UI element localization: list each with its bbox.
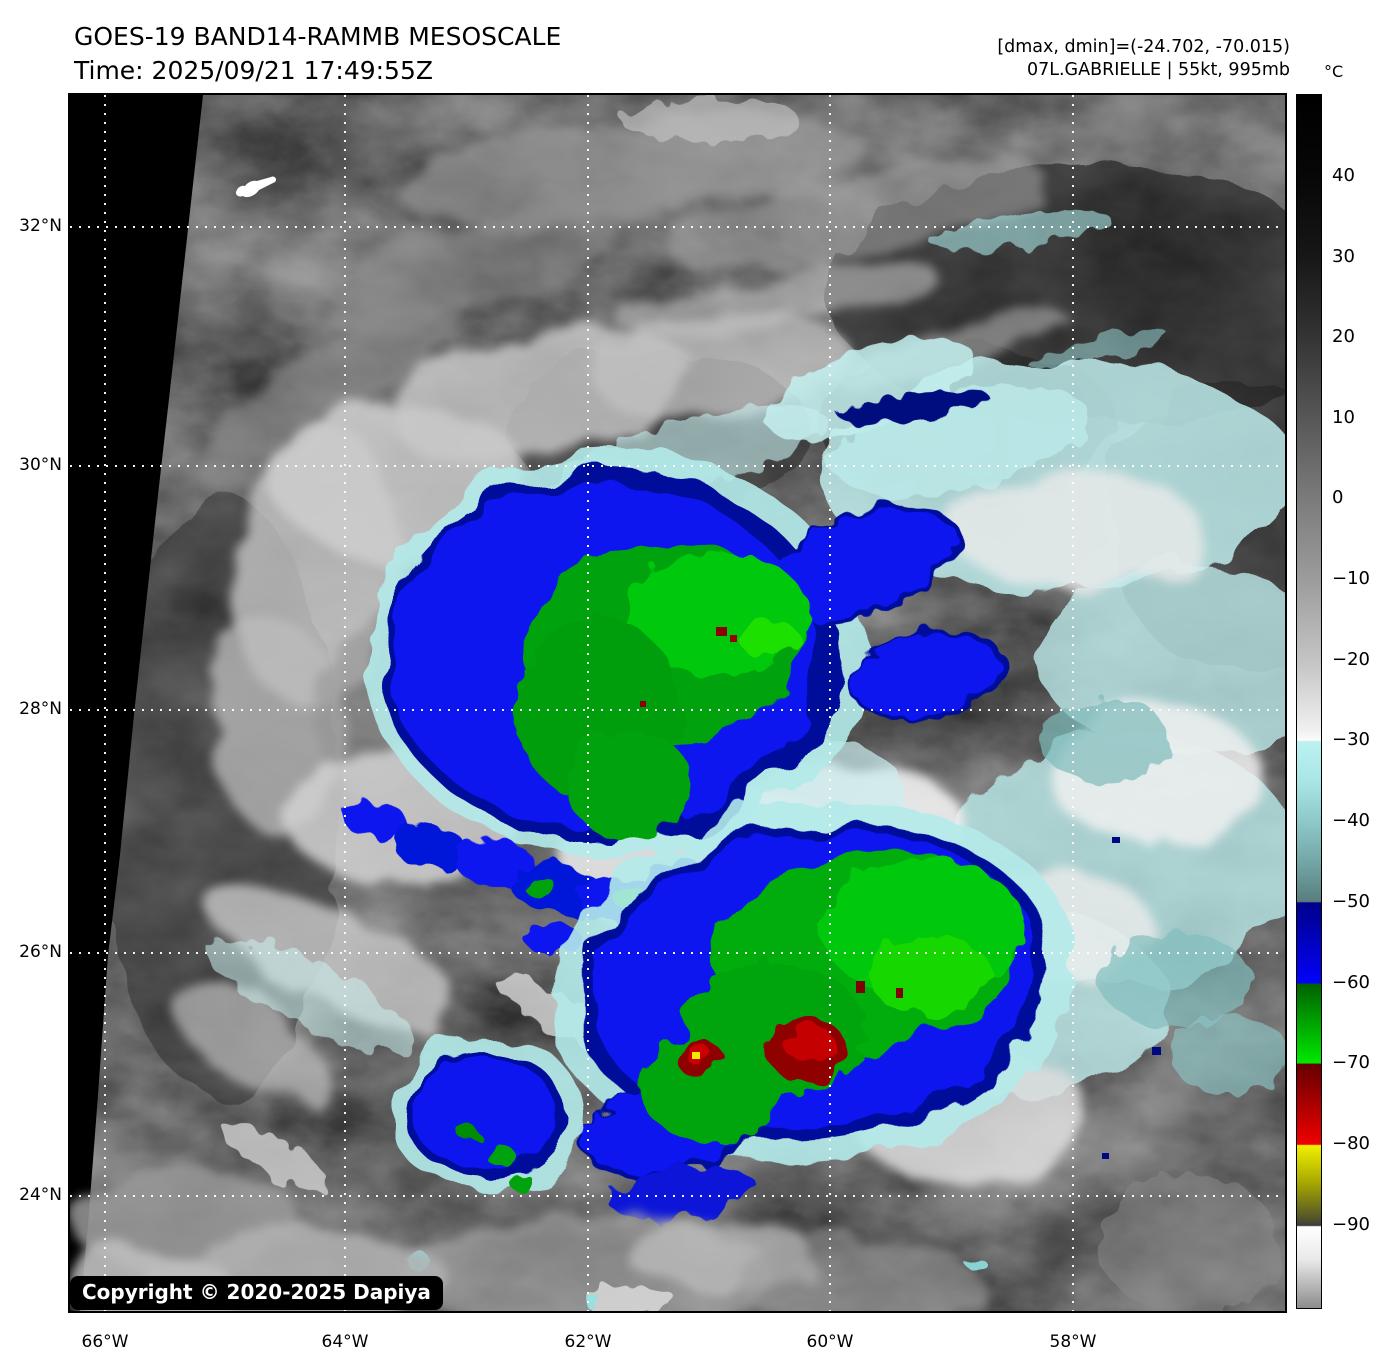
colorbar-tick-label: −70 [1332,1052,1370,1074]
cloud-blob [610,1165,754,1221]
cloud-blob [401,114,859,226]
lon-tick-label: 64°W [321,1332,369,1352]
cold-pixel [640,701,646,707]
cloud-blob [965,1256,985,1270]
temperature-colorbar [1296,94,1322,1309]
colorbar-tick-label: 30 [1332,246,1355,268]
lat-tick-label: 32°N [19,216,62,236]
cold-pixel [1112,837,1120,843]
cloud-blob [413,1057,557,1171]
colorbar-tick-label: 20 [1332,325,1355,347]
cloud-blob [327,192,653,328]
colorbar-tick-label: 40 [1332,164,1355,186]
cold-pixel [716,627,727,636]
colorbar-tick-label: −10 [1332,567,1370,589]
cloud-blob [740,621,800,659]
cloud-blob [487,1147,517,1167]
cold-pixel [1152,1047,1161,1055]
lon-tick-label: 62°W [564,1332,612,1352]
off-scan-wedge [70,95,203,1311]
lat-tick-label: 24°N [19,1185,62,1205]
colorbar-unit-label: °C [1324,62,1344,81]
cloud-blob [583,1295,601,1307]
cold-pixel [692,1052,700,1059]
colorbar-tick-label: 0 [1332,487,1344,509]
cloud-blob [458,1125,478,1141]
cold-pixel [896,988,903,998]
copyright-badge: Copyright © 2020-2025 Dapiya [70,1276,443,1310]
cold-pixel [856,981,865,993]
cloud-blob [205,884,455,1026]
colorbar-tick-label: −40 [1332,809,1370,831]
cloud-blob [1100,932,1250,1028]
cloud-blob [1170,1015,1285,1095]
cloud-blob [1100,1175,1280,1311]
cloud-blob [585,1282,675,1311]
cloud-blob [673,158,1047,272]
cloud-blob [194,302,446,488]
cloud-blob [770,508,950,622]
cloud-blob [850,633,1000,717]
dmax-dmin-readout: [dmax, dmin]=(-24.702, -70.015) [997,37,1290,57]
colorbar-tick-label: −20 [1332,648,1370,670]
satellite-image [70,95,1285,1311]
cloud-blob [392,825,468,869]
colorbar-tick-label: −80 [1332,1132,1370,1154]
cloud-blob [524,877,556,897]
lon-tick-label: 58°W [1049,1332,1097,1352]
satellite-map-frame [68,93,1287,1313]
colorbar-tick-label: −90 [1332,1214,1370,1235]
cold-pixel [730,635,737,642]
cloud-blob [840,389,990,425]
cold-pixel [1102,1153,1109,1159]
lon-tick-label: 60°W [806,1332,854,1352]
cloud-blob [453,839,537,887]
cloud-blob [740,1240,980,1311]
cloud-blob [341,799,409,841]
lat-tick-label: 28°N [19,699,62,719]
colorbar-tick-label: −30 [1332,729,1370,751]
bermuda-island [235,176,277,198]
storm-info: 07L.GABRIELLE | 55kt, 995mb [1026,60,1290,80]
cloud-blob [930,209,1110,251]
colorbar-tick-label: −50 [1332,890,1370,912]
lon-tick-label: 66°W [81,1332,129,1352]
cloud-blob [568,730,692,840]
lat-tick-label: 30°N [19,455,62,475]
cloud-blob [222,1123,328,1191]
colorbar-tick-label: −60 [1332,972,1370,993]
page-title: GOES-19 BAND14-RAMMB MESOSCALE [74,22,562,51]
cloud-blob [510,1174,534,1192]
cloud-blob [168,978,332,1102]
timestamp: Time: 2025/09/21 17:49:55Z [74,56,433,85]
cloud-blob [870,937,994,1017]
cloud-field [70,95,1285,1311]
cloud-blob [785,1026,835,1064]
lat-tick-label: 26°N [19,942,62,962]
cloud-blob [950,470,1200,590]
colorbar-tick-label: 10 [1332,406,1355,428]
cloud-blob [205,936,415,1054]
cloud-blob [620,98,800,142]
